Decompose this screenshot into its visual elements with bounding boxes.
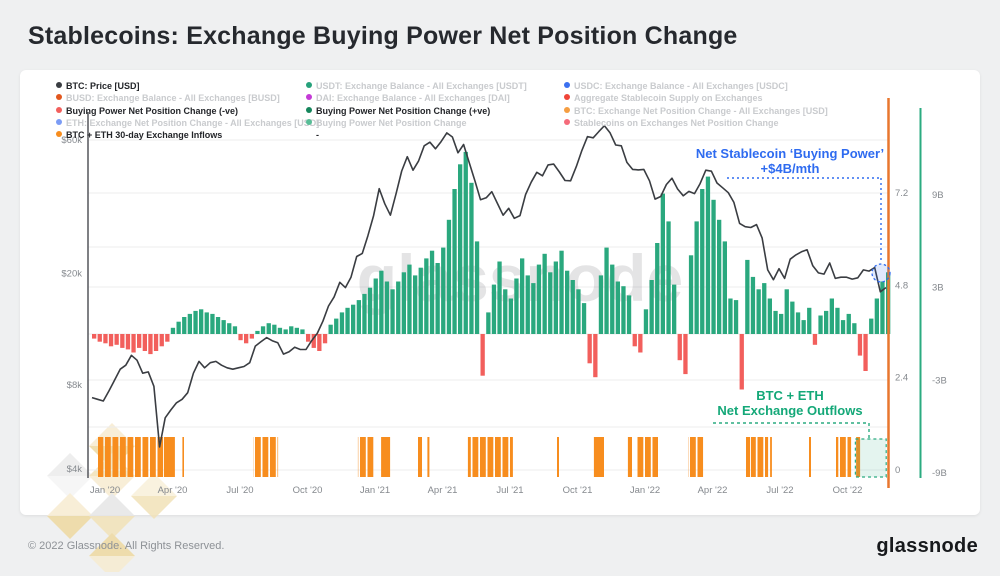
axis-tick-label: -3B <box>932 375 947 386</box>
legend-item[interactable]: Buying Power Net Position Change (-ve) <box>56 105 319 117</box>
legend-label: ETH: Exchange Net Position Change - All … <box>66 117 320 128</box>
series-btc-eth-exchange-inflows[interactable] <box>98 437 861 477</box>
legend-label: USDT: Exchange Balance - All Exchanges [… <box>316 81 527 91</box>
axis-tick-label: 7.2 <box>895 188 908 199</box>
axis-tick-label: Oct '22 <box>833 485 863 496</box>
legend-label: USDC: Exchange Balance - All Exchanges [… <box>574 81 788 91</box>
axis-tick-label: Jan '22 <box>630 485 660 496</box>
axis-tick-label: Apr '21 <box>428 485 458 496</box>
legend-label: Buying Power Net Position Change (-ve) <box>66 105 239 116</box>
axis-tick-label: $8k <box>67 380 83 391</box>
endpoint-highlight-circle <box>871 263 891 283</box>
legend-dot-icon <box>306 106 312 113</box>
legend-label: Buying Power Net Position Change (+ve) <box>316 105 491 116</box>
legend-label: BTC: Price [USD] <box>66 81 140 91</box>
legend-item[interactable]: BTC: Exchange Net Position Change - All … <box>564 105 828 117</box>
legend-label: - <box>316 130 319 141</box>
axis-tick-label: Jan '21 <box>360 485 390 496</box>
legend-dot-icon <box>56 118 62 125</box>
axis-tick-label: 4.8 <box>895 280 908 291</box>
legend-item[interactable]: ETH: Exchange Net Position Change - All … <box>56 117 319 129</box>
legend-item[interactable]: Buying Power Net Position Change (+ve) <box>306 105 527 117</box>
axis-tick-label: Jul '21 <box>496 485 523 496</box>
axis-tick-label: Apr '20 <box>158 485 188 496</box>
legend-dot-icon <box>564 82 570 88</box>
axis-tick-label: Oct '21 <box>563 485 593 496</box>
outflows-annotation-line1: BTC + ETH <box>756 388 824 403</box>
outflows-highlight-box <box>854 438 887 478</box>
legend-dot-icon <box>564 106 570 113</box>
legend-label: Buying Power Net Position Change <box>316 117 467 128</box>
glassnode-wordmark: glassnode <box>876 535 978 557</box>
axis-tick-label: Jul '20 <box>226 485 253 496</box>
legend-dot-icon <box>56 82 62 88</box>
legend-label: BTC + ETH 30-day Exchange Inflows <box>66 130 223 141</box>
axis-tick-label: 9B <box>932 190 944 201</box>
legend-item[interactable]: USDT: Exchange Balance - All Exchanges [… <box>306 80 527 92</box>
series-buying-power-net-position-change[interactable] <box>92 151 891 390</box>
legend-item[interactable]: USDC: Exchange Balance - All Exchanges [… <box>564 80 828 92</box>
legend-item[interactable]: Aggregate Stablecoin Supply on Exchanges <box>564 92 828 104</box>
legend-dot-icon <box>306 82 312 88</box>
outflows-annotation: BTC + ETH Net Exchange Outflows <box>690 388 890 418</box>
legend-label: BTC: Exchange Net Position Change - All … <box>574 105 828 116</box>
legend-item[interactable]: - <box>306 129 527 141</box>
copyright-text: © 2022 Glassnode. All Rights Reserved. <box>28 540 225 552</box>
axis-tick-label: 0 <box>895 465 900 476</box>
legend-dot-icon <box>306 118 312 125</box>
legend-dot-icon <box>56 106 62 113</box>
axis-tick-label: $4k <box>67 464 83 475</box>
legend-column-3: USDC: Exchange Balance - All Exchanges [… <box>564 80 828 129</box>
buying-power-annotation: Net Stablecoin ‘Buying Power’ +$4B/mth <box>655 146 925 176</box>
axis-tick-label: Jul '22 <box>766 485 793 496</box>
axis-tick-label: $20k <box>61 268 82 279</box>
axis-tick-label: Jan '20 <box>90 485 120 496</box>
legend-dot-icon <box>56 94 62 101</box>
legend-item[interactable]: BTC + ETH 30-day Exchange Inflows <box>56 129 319 141</box>
axis-tick-label: 3B <box>932 283 944 294</box>
legend-label: DAI: Exchange Balance - All Exchanges [D… <box>316 93 510 104</box>
series-btc-price-line[interactable] <box>91 124 887 448</box>
axis-tick-label: 2.4 <box>895 373 908 384</box>
legend-column-1: BTC: Price [USD] BUSD: Exchange Balance -… <box>56 80 319 141</box>
legend-label: Aggregate Stablecoin Supply on Exchanges <box>574 93 763 104</box>
outflows-annotation-line2: Net Exchange Outflows <box>717 403 863 418</box>
legend-item[interactable]: BTC: Price [USD] <box>56 80 319 92</box>
legend-label: BUSD: Exchange Balance - All Exchanges [… <box>66 93 280 104</box>
axis-tick-label: $60k <box>61 135 82 146</box>
buying-power-annotation-line2: +$4B/mth <box>760 161 820 176</box>
legend-item[interactable]: Buying Power Net Position Change <box>306 117 527 129</box>
axis-tick-label: Apr '22 <box>698 485 728 496</box>
page-title: Stablecoins: Exchange Buying Power Net P… <box>28 22 738 50</box>
legend-dot-icon <box>306 94 312 101</box>
legend-column-2: USDT: Exchange Balance - All Exchanges [… <box>306 80 527 141</box>
legend-item[interactable]: DAI: Exchange Balance - All Exchanges [D… <box>306 92 527 104</box>
axis-tick-label: Oct '20 <box>293 485 323 496</box>
legend-dot-icon <box>564 94 570 101</box>
legend-item[interactable]: Stablecoins on Exchanges Net Position Ch… <box>564 117 828 129</box>
axis-tick-label: -9B <box>932 468 947 479</box>
buying-power-annotation-line1: Net Stablecoin ‘Buying Power’ <box>695 146 885 161</box>
legend-item[interactable]: BUSD: Exchange Balance - All Exchanges [… <box>56 92 319 104</box>
legend-dot-icon <box>56 131 62 138</box>
legend-label: Stablecoins on Exchanges Net Position Ch… <box>574 117 779 128</box>
legend-dot-icon <box>564 118 570 125</box>
